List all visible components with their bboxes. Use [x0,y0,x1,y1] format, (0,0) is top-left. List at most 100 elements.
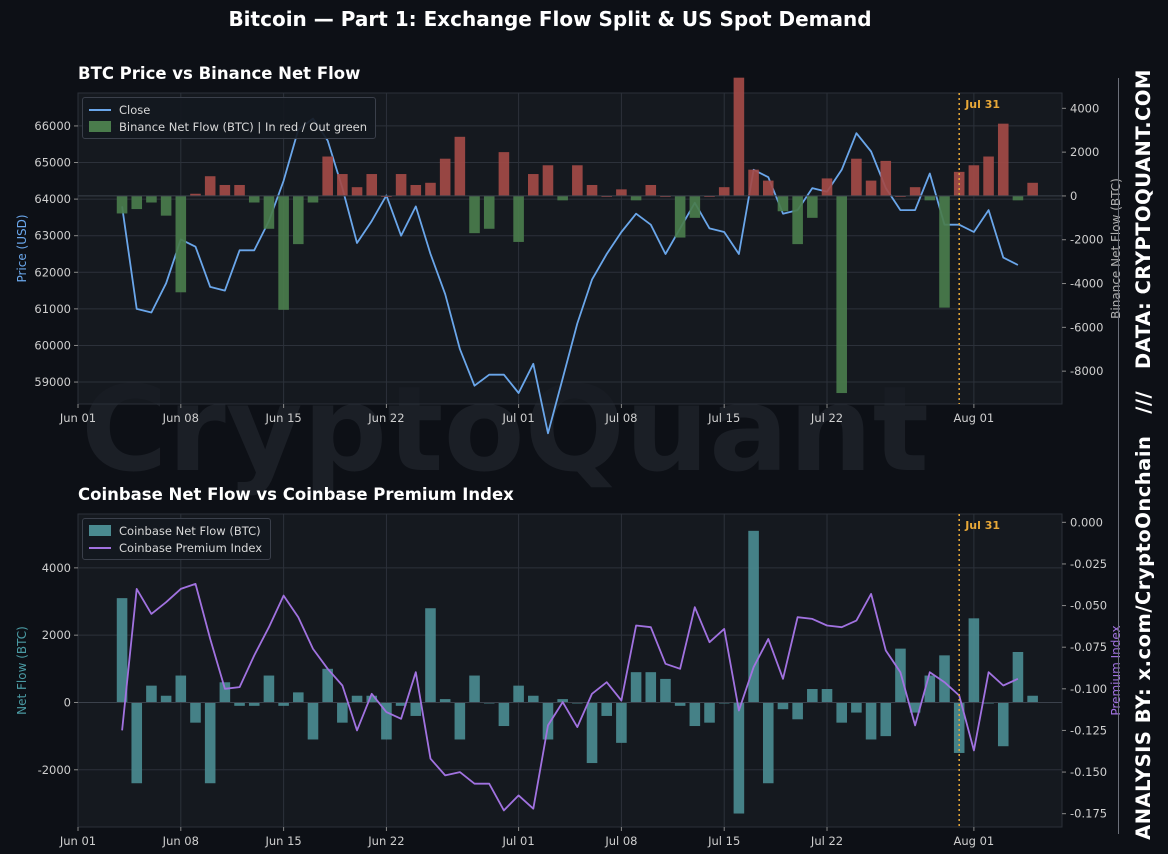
bar [997,702,1009,747]
figure-title: Bitcoin — Part 1: Exchange Flow Split & … [228,7,872,31]
bar [748,530,759,703]
x-tick-label: Jun 15 [264,411,301,425]
bar [836,195,847,394]
x-tick-label: Jun 22 [367,834,404,848]
bar [263,195,275,229]
bar [1012,651,1024,703]
x-tick-label: Jun 08 [162,411,199,425]
y-tick-label: 60000 [34,338,71,352]
bar [263,675,275,703]
x-tick-label: Jul 01 [502,411,535,425]
legend-label: Close [119,102,151,117]
bar [660,678,671,703]
bar [293,692,304,703]
bar [748,169,759,196]
plot-area [77,92,1063,405]
bar [718,187,730,196]
bar [351,695,363,703]
y-tick-label: 2000 [42,628,71,642]
bar [601,702,613,716]
bar [131,702,143,784]
x-tick-label: Jun 08 [162,834,199,848]
bar [557,699,568,703]
bar [248,195,260,203]
bar [645,672,657,703]
legend-line-icon [89,546,111,549]
chart-1-legend: Close Binance Net Flow (BTC) | In red / … [82,97,377,139]
bar [689,702,701,727]
bar [454,136,466,196]
bar [469,675,480,703]
bar [939,655,950,703]
x-tick-label: Jul 15 [707,834,740,848]
bar [527,695,539,703]
bar [880,702,892,737]
bar [307,195,319,203]
y-right-axis-label: Binance Net Flow (BTC) [1109,178,1123,319]
bar [278,702,289,706]
bar [733,702,745,814]
y-axis-label: Net Flow (BTC) [15,626,29,715]
bar [1012,195,1024,201]
y-right-tick-label: -0.175 [1070,807,1107,821]
bar [439,158,451,196]
y-right-tick-label: -4000 [1070,277,1103,291]
x-tick-label: Jul 22 [810,411,843,425]
series-line [121,583,1019,812]
y-tick-label: 64000 [34,192,71,206]
legend-swatch-icon [89,525,111,536]
bar [293,195,304,245]
bar [351,187,363,196]
bar [322,156,333,196]
bar [586,184,598,196]
legend-item-coinbase-net-flow: Coinbase Net Flow (BTC) [89,522,262,539]
chart-1-title: BTC Price vs Binance Net Flow [78,64,361,83]
bar [322,668,333,703]
bar [542,165,554,196]
bar [997,123,1009,196]
bar [175,675,187,703]
bar [851,158,862,196]
bar [821,178,833,196]
bar [792,195,803,245]
x-tick-label: Jun 01 [59,834,96,848]
bar [1027,182,1038,196]
x-tick-label: Jul 15 [707,411,740,425]
legend-label: Binance Net Flow (BTC) | In red / Out gr… [119,119,368,134]
bar [498,702,510,727]
y-tick-label: 0 [64,695,71,709]
y-tick-label: 63000 [34,229,71,243]
bar [645,184,657,196]
y-right-axis-label: Premium Index [1109,625,1123,715]
y-right-tick-label: -0.025 [1070,557,1107,571]
bar [146,685,157,703]
bar [542,702,554,740]
bar [116,598,128,703]
bar [395,702,407,706]
bar [616,189,627,196]
bar [968,618,980,703]
bar [777,195,789,212]
bar [234,702,245,706]
bar [851,702,862,713]
y-right-tick-label: -0.100 [1070,682,1107,696]
x-tick-label: Jul 01 [502,834,535,848]
bar [439,699,451,703]
bar [219,682,231,703]
y-tick-label: 59000 [34,375,71,389]
y-right-tick-label: 2000 [1070,145,1099,159]
bar [807,689,818,703]
bar [366,695,378,703]
bar [337,702,348,723]
x-tick-label: Jun 01 [59,411,96,425]
bar [572,165,583,196]
bar [366,174,378,196]
bar [909,702,921,713]
bar [865,180,877,196]
bar [454,702,466,740]
bar [425,182,436,196]
credit-text: ANALYSIS BY: x.com/CryptoOnchain /// DAT… [1131,68,1155,840]
bar [704,702,715,723]
y-right-tick-label: -6000 [1070,320,1103,334]
